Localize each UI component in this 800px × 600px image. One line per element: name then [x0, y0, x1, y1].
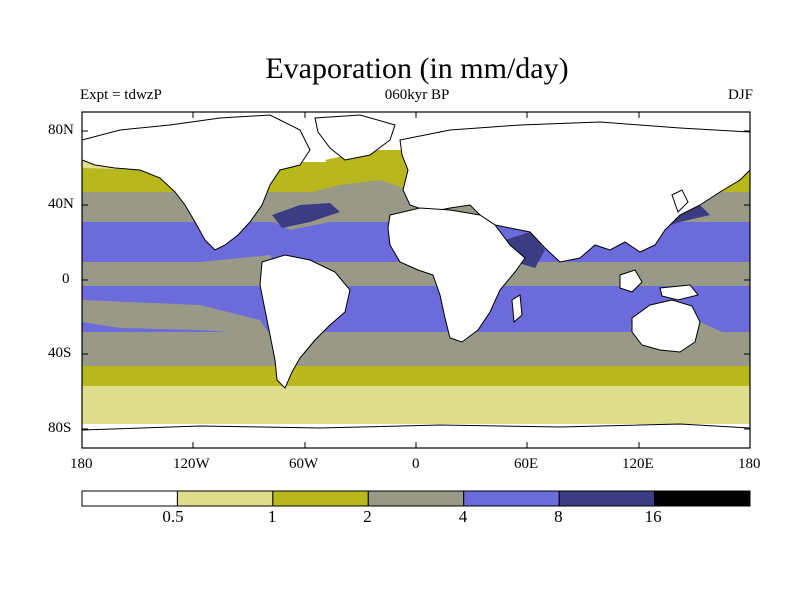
- lat-label-40s: 40S: [48, 345, 72, 361]
- band-south-midlat: [82, 366, 750, 388]
- lon-label-120e: 120E: [622, 456, 654, 472]
- lat-label-equator: 0: [62, 271, 70, 287]
- lat-label-80n: 80N: [48, 122, 74, 138]
- lon-label-60w: 60W: [289, 456, 319, 472]
- colorbar-level-label: 2: [363, 507, 372, 526]
- new-guinea: [659, 284, 699, 301]
- colorbar-level-label: 1: [267, 507, 277, 526]
- lon-label-60e: 60E: [514, 456, 539, 472]
- season-label: DJF: [727, 87, 753, 103]
- colorbar-swatch: [81, 490, 178, 507]
- colorbar-level-label: 4: [458, 507, 468, 526]
- e-pacific-gray: [200, 255, 280, 282]
- greenland: [314, 114, 396, 161]
- lat-label-80s: 80S: [48, 420, 72, 436]
- colorbar-swatch: [176, 490, 274, 507]
- colorbar-swatch: [654, 490, 751, 507]
- continents: [82, 114, 750, 448]
- colorbar-level-label: 0.5: [162, 507, 184, 526]
- map-title: Evaporation (in mm/day): [265, 52, 569, 85]
- gulf-stream-dark: [272, 203, 340, 228]
- colorbar-swatch: [463, 490, 560, 507]
- australia: [631, 299, 701, 353]
- lat-label-40n: 40N: [48, 196, 74, 212]
- lon-label-0: 0: [412, 456, 420, 472]
- africa: [387, 207, 526, 343]
- antarctica: [82, 423, 750, 448]
- colorbar-swatch: [558, 490, 656, 507]
- borneo: [619, 269, 643, 293]
- lat-tickmarks: [82, 130, 750, 430]
- period-label: 060kyr BP: [384, 87, 450, 103]
- band-southern-ocean: [82, 386, 750, 426]
- north-america: [82, 114, 311, 251]
- south-america: [259, 254, 351, 389]
- lon-label-180e: 180: [738, 456, 761, 472]
- lon-tickmarks: [192, 112, 640, 448]
- japan: [671, 189, 689, 213]
- colorbar-swatch: [272, 490, 369, 507]
- colorbar-level-label: 8: [554, 507, 563, 526]
- colorbar: [81, 490, 751, 507]
- colorbar-swatch: [367, 490, 465, 507]
- colorbar-level-label: 16: [644, 507, 662, 526]
- s-pacific-gray: [82, 300, 270, 335]
- lon-label-120w: 120W: [173, 456, 210, 472]
- madagascar: [511, 294, 523, 324]
- experiment-label: Expt = tdwzP: [80, 87, 162, 103]
- lon-label-180w: 180: [70, 456, 93, 472]
